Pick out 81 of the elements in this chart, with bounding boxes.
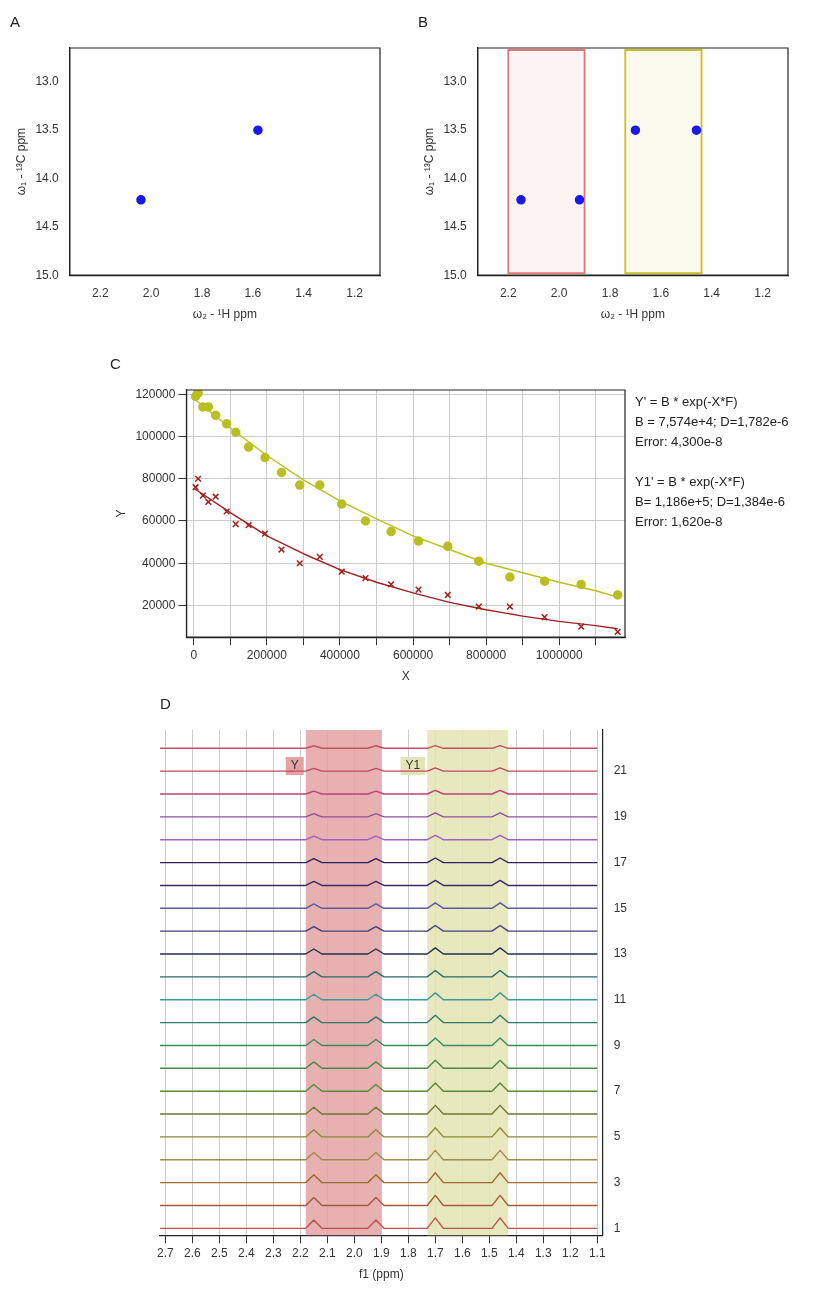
y2-tick-label: 11 [613, 992, 627, 1007]
x-tick-label: 1.7 [426, 1245, 444, 1260]
x-tick-label: 800000 [466, 647, 507, 662]
x-tick-label: 1.4 [507, 1245, 525, 1260]
x-tick-label: 2.0 [142, 285, 160, 300]
x-tick-label: 1.2 [561, 1245, 579, 1260]
y2-tick-label: 1 [613, 1220, 621, 1235]
band-label: Y1 [405, 758, 421, 773]
y-tick-label: 15.0 [443, 267, 468, 282]
y-tick-label: 14.5 [35, 219, 60, 234]
chart-title: D [160, 695, 171, 713]
text: Error: 1,620e-8 [635, 513, 724, 531]
x-tick-label: 2.0 [550, 285, 568, 300]
x-tick-label: 2.2 [292, 1245, 310, 1260]
y-axis-title: ω₁ - ¹³C ppm [421, 127, 436, 196]
x-tick-label: 1.8 [399, 1245, 417, 1260]
y2-tick-label: 7 [613, 1083, 621, 1098]
x-tick-label: 1.4 [703, 285, 721, 300]
x-tick-label: 2.0 [345, 1245, 363, 1260]
x-axis-title: f1 (ppm) [358, 1267, 404, 1282]
y-tick-label: 120000 [135, 386, 176, 401]
x-axis-title: ω₂ - ¹H ppm [600, 307, 665, 322]
x-tick-label: 400000 [319, 647, 361, 662]
y-tick-label: 80000 [142, 471, 176, 486]
x-tick-label: 1.1 [588, 1245, 606, 1260]
x-tick-label: 600000 [393, 647, 434, 662]
y-tick-label: 14.0 [443, 170, 468, 185]
x-tick-label: 1.6 [453, 1245, 471, 1260]
y-tick-label: 14.5 [443, 219, 468, 234]
text: B = 7,574e+4; D=1,782e-6 [635, 413, 789, 431]
y-tick-label: 13.0 [35, 74, 60, 89]
chart-title: A [10, 13, 21, 31]
x-tick-label: 1.6 [244, 285, 262, 300]
x-tick-label: 2.7 [157, 1245, 175, 1260]
x-tick-label: 1.6 [652, 285, 670, 300]
x-tick-label: 1.2 [346, 285, 364, 300]
text: Y' = B * exp(-X*F) [635, 393, 739, 411]
x-tick-label: 1.9 [372, 1245, 390, 1260]
y-tick-label: 13.5 [35, 122, 60, 137]
y-tick-label: 20000 [142, 597, 176, 612]
y2-tick-label: 13 [613, 946, 628, 961]
y2-tick-label: 17 [613, 854, 628, 869]
x-tick-label: 1.8 [601, 285, 619, 300]
x-tick-label: 1.3 [534, 1245, 552, 1260]
x-tick-label: 2.3 [265, 1245, 283, 1260]
y2-tick-label: 19 [613, 809, 628, 824]
x-axis-title: ω₂ - ¹H ppm [192, 307, 257, 322]
y-tick-label: 13.0 [443, 74, 468, 89]
y-axis-title: Y [113, 509, 128, 518]
x-tick-label: 1.5 [480, 1245, 498, 1260]
x-tick-label: 1.2 [754, 285, 772, 300]
y-tick-label: 13.5 [443, 122, 468, 137]
x-tick-label: 1.8 [193, 285, 211, 300]
x-tick-label: 2.2 [499, 285, 517, 300]
x-tick-label: 2.2 [91, 285, 109, 300]
y-tick-label: 15.0 [35, 267, 60, 282]
y2-tick-label: 5 [613, 1129, 621, 1144]
x-tick-label: 1000000 [535, 647, 583, 662]
x-axis-title: X [401, 669, 410, 684]
band-label: Y [290, 758, 299, 773]
y2-tick-label: 9 [613, 1037, 621, 1052]
chart-title: B [418, 13, 429, 31]
x-tick-label: 2.6 [184, 1245, 202, 1260]
x-tick-label: 2.1 [319, 1245, 337, 1260]
text: Error: 4,300e-8 [635, 433, 724, 451]
x-tick-label: 1.4 [295, 285, 313, 300]
y-tick-label: 14.0 [35, 170, 60, 185]
y2-tick-label: 21 [613, 763, 628, 778]
y2-tick-label: 3 [613, 1174, 621, 1189]
x-tick-label: 2.5 [211, 1245, 229, 1260]
text: Y1' = B * exp(-X*F) [635, 473, 746, 491]
text: B= 1,186e+5; D=1,384e-6 [635, 493, 786, 511]
x-tick-label: 200000 [246, 647, 288, 662]
chart-title: C [110, 355, 121, 373]
y-tick-label: 60000 [142, 513, 176, 528]
x-tick-label: 0 [190, 647, 198, 662]
y-tick-label: 40000 [142, 555, 176, 570]
y-axis-title: ω₁ - ¹³C ppm [13, 127, 28, 196]
y-tick-label: 100000 [135, 428, 176, 443]
x-tick-label: 2.4 [238, 1245, 256, 1260]
y2-tick-label: 15 [613, 900, 628, 915]
